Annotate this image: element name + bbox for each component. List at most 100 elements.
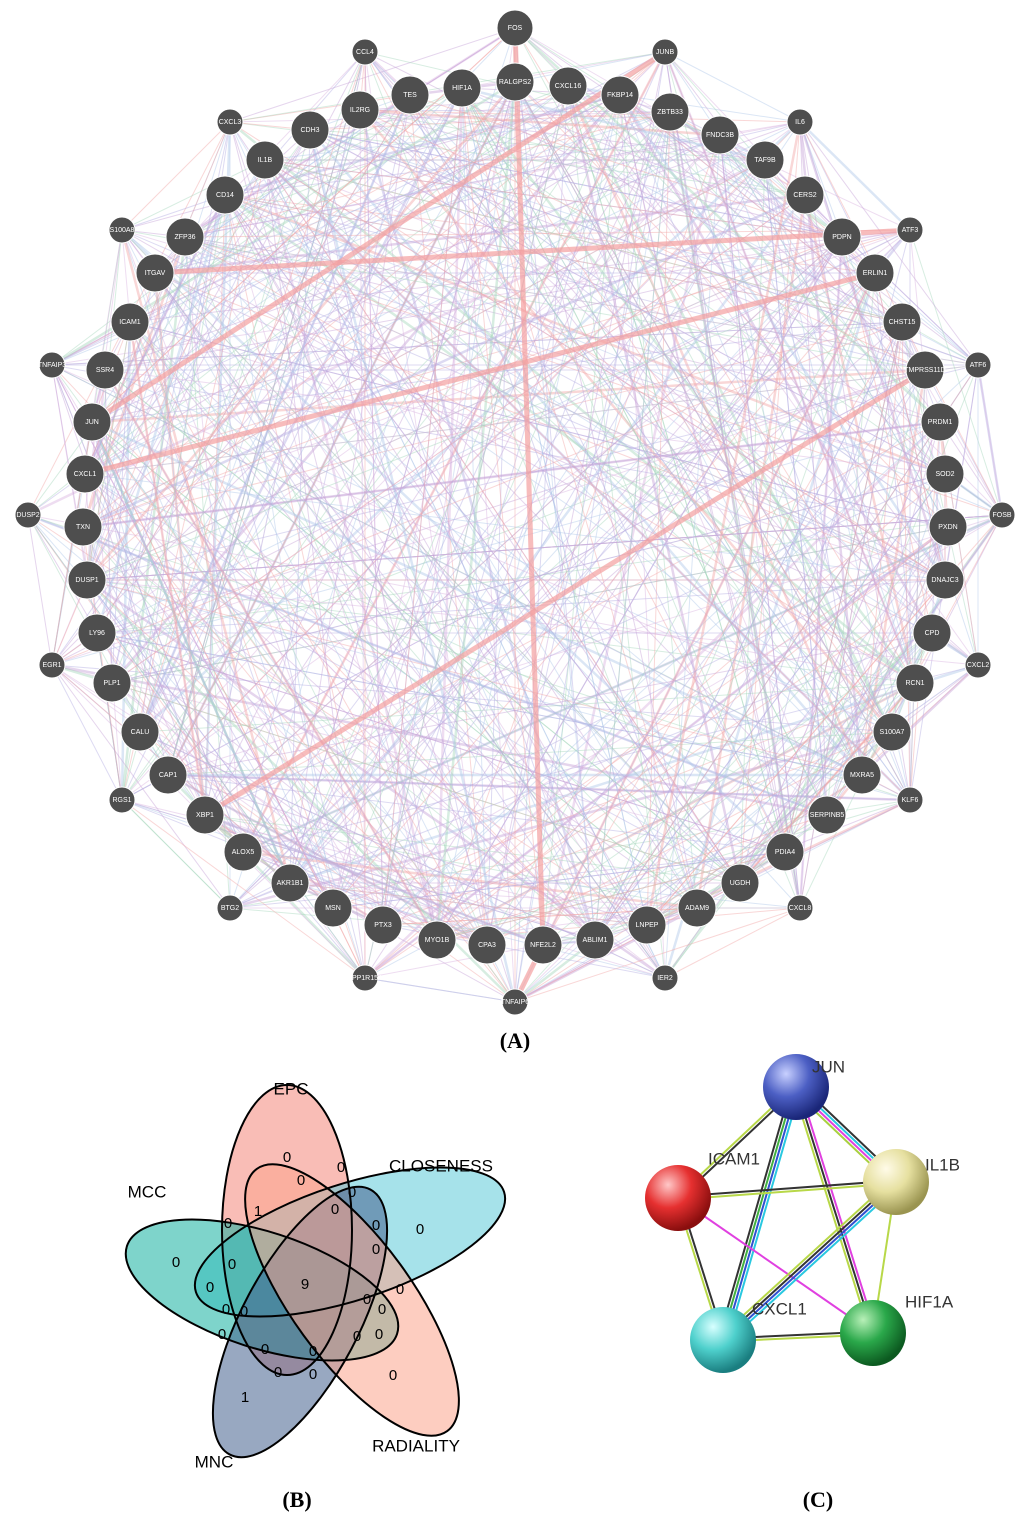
venn-count: 0 xyxy=(222,1301,230,1318)
node-label: CXCL16 xyxy=(555,83,582,90)
venn-count: 0 xyxy=(337,1159,345,1176)
node-label: ABLIM1 xyxy=(583,937,608,944)
node-label: SOD2 xyxy=(935,471,954,478)
node-label: CPD xyxy=(925,630,940,637)
node-label: S100A8 xyxy=(110,227,135,234)
string-node-label: CXCL1 xyxy=(752,1299,807,1318)
node-label: IER2 xyxy=(657,975,673,982)
node-label: S100A7 xyxy=(880,729,905,736)
venn-count: 0 xyxy=(274,1364,282,1381)
node-label: CDH3 xyxy=(300,127,319,134)
node-label: TMPRSS11D xyxy=(904,367,946,374)
venn-count: 0 xyxy=(309,1366,317,1383)
node-label: ATF6 xyxy=(970,362,987,369)
venn-count: 0 xyxy=(283,1149,291,1166)
node-label: CCL4 xyxy=(356,49,374,56)
venn-count: 1 xyxy=(241,1389,249,1406)
node-label: AKR1B1 xyxy=(277,880,304,887)
node-label: RGS1 xyxy=(112,797,131,804)
node-label: CXCL8 xyxy=(789,905,812,912)
venn-count: 0 xyxy=(372,1217,380,1234)
venn-count: 0 xyxy=(416,1221,424,1238)
string-network: JUNIL1BICAM1CXCL1HIF1A xyxy=(645,1054,960,1373)
node-label: ICAM1 xyxy=(119,319,141,326)
node-label: CALU xyxy=(131,729,150,736)
string-node xyxy=(645,1165,711,1231)
node-label: ALOX5 xyxy=(232,849,255,856)
node-label: NFE2L2 xyxy=(530,942,556,949)
string-node-label: IL1B xyxy=(925,1155,960,1174)
node-label: KLF6 xyxy=(902,797,919,804)
edge xyxy=(410,95,697,908)
venn-count: 0 xyxy=(224,1215,232,1232)
venn-set-label: RADIALITY xyxy=(372,1436,460,1455)
node-label: DUSP1 xyxy=(75,577,98,584)
node-label: XBP1 xyxy=(196,812,214,819)
node-label: EGR1 xyxy=(42,662,61,669)
node-label: ATF3 xyxy=(902,227,919,234)
node-label: DUSP2 xyxy=(16,512,39,519)
node-label: ERLIN1 xyxy=(863,270,888,277)
node-label: PLP1 xyxy=(103,680,120,687)
node-label: IL2RG xyxy=(350,107,370,114)
venn-set-label: EPC xyxy=(274,1079,309,1098)
node-label: JUNB xyxy=(656,49,675,56)
node-label: DNAJC3 xyxy=(931,577,958,584)
node-label: BTG2 xyxy=(221,905,239,912)
node-label: CD14 xyxy=(216,192,234,199)
node-label: PTX3 xyxy=(374,922,392,929)
string-node xyxy=(690,1307,756,1373)
edge xyxy=(83,160,765,527)
node-label: CXCL1 xyxy=(74,471,97,478)
venn-count: 0 xyxy=(172,1254,180,1271)
venn-count: 0 xyxy=(309,1343,317,1360)
string-node xyxy=(840,1300,906,1366)
string-node-label: JUN xyxy=(812,1057,845,1076)
node-label: SERPINB5 xyxy=(810,812,845,819)
panel-label: (B) xyxy=(282,1487,311,1512)
panel-label: (A) xyxy=(500,1028,531,1053)
node-label: IL1B xyxy=(258,157,273,164)
node-label: PDPN xyxy=(832,234,851,241)
venn-count: 0 xyxy=(372,1241,380,1258)
node-label: CXCL2 xyxy=(967,662,990,669)
venn-count: 0 xyxy=(218,1326,226,1343)
node-label: LY96 xyxy=(89,630,105,637)
edge xyxy=(122,122,230,230)
venn-count: 0 xyxy=(331,1201,339,1218)
venn-count: 0 xyxy=(206,1279,214,1296)
venn-count: 0 xyxy=(261,1341,269,1358)
node-label: CAP1 xyxy=(159,772,177,779)
string-node-label: ICAM1 xyxy=(708,1149,760,1168)
node-label: TNFAIP6 xyxy=(501,999,530,1006)
string-node xyxy=(863,1149,929,1215)
node-label: TNFAIP3 xyxy=(38,362,67,369)
venn-count: 0 xyxy=(240,1303,248,1320)
node-label: RALGPS2 xyxy=(499,79,531,86)
venn-count: 0 xyxy=(353,1328,361,1345)
node-label: PPP1R15A xyxy=(347,975,383,982)
node-label: TAF9B xyxy=(754,157,776,164)
string-edge xyxy=(796,1087,873,1333)
node-label: CXCL3 xyxy=(219,119,242,126)
node-label: ADAM9 xyxy=(685,905,709,912)
venn-set-label: CLOSENESS xyxy=(389,1156,493,1175)
node-label: FNDC3B xyxy=(706,132,734,139)
node-label: MYO1B xyxy=(425,937,450,944)
node-label: CPA3 xyxy=(478,942,496,949)
node-label: UGDH xyxy=(730,880,751,887)
node-label: ITGAV xyxy=(145,270,166,277)
node-label: LNPEP xyxy=(636,922,659,929)
venn-count: 0 xyxy=(348,1184,356,1201)
node-label: RCN1 xyxy=(905,680,924,687)
venn-count: 0 xyxy=(228,1256,236,1273)
node-label: JUN xyxy=(85,419,99,426)
venn-count: 0 xyxy=(378,1301,386,1318)
venn-count: 0 xyxy=(375,1326,383,1343)
node-label: MSN xyxy=(325,905,341,912)
venn-count: 9 xyxy=(301,1276,309,1293)
node-label: PDIA4 xyxy=(775,849,795,856)
node-label: PRDM1 xyxy=(928,419,953,426)
node-label: PXDN xyxy=(938,524,957,531)
figure: FOSJUNBCCL4IL6CXCL3ATF3S100A8ATF6TNFAIP3… xyxy=(0,0,1021,1517)
